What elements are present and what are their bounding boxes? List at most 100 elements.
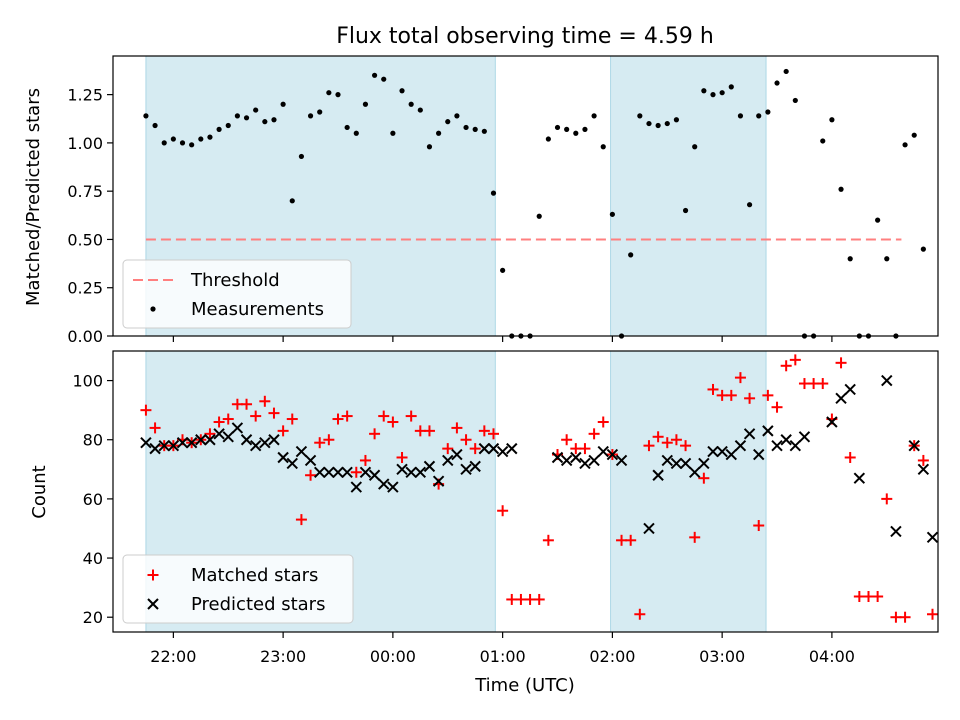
matched-stars-point [817, 378, 829, 390]
bottom-y-tick-label: 80 [83, 431, 103, 450]
marker-stroke [240, 434, 253, 446]
marker-stroke [798, 431, 811, 443]
marker-stroke [368, 469, 381, 481]
predicted-stars-point [423, 460, 436, 473]
marker-stroke [826, 416, 838, 428]
measurements-point [143, 113, 149, 119]
matched-stars-point [835, 357, 847, 369]
measurements-point [481, 128, 487, 134]
measurements-point [591, 113, 597, 119]
top-axes: 0.00 0.25 0.50 0.75 1.00 1.25 Threshold Measure… [67, 55, 939, 346]
marker-stroke [176, 436, 189, 449]
measurements-point [628, 252, 634, 258]
predicted-stars-point [332, 466, 344, 478]
predicted-stars-point [469, 460, 481, 473]
predicted-stars-point [707, 445, 719, 458]
x-tick-label: 22:00 [150, 647, 196, 666]
x-axis-label: Time (UTC) [474, 675, 575, 696]
predicted-stars-point [158, 439, 170, 452]
matched-stars-point [707, 383, 719, 395]
top-y-tick-label: 1.00 [67, 134, 103, 153]
marker-stroke [314, 466, 326, 478]
matched-stars-point [405, 410, 417, 422]
marker-stroke [359, 466, 372, 478]
marker-stroke [707, 445, 719, 458]
matched-stars-point [295, 514, 307, 526]
bottom-y-tick-label: 60 [83, 490, 103, 509]
top-y-tick-label: 0.75 [67, 182, 103, 201]
matched-stars-point [442, 443, 454, 455]
matched-stars-point [680, 440, 692, 452]
measurements-point [600, 144, 606, 150]
matched-stars-point [771, 401, 783, 413]
measurements-point [728, 84, 734, 90]
predicted-stars-point [926, 531, 939, 544]
predicted-stars-point [716, 445, 728, 458]
top-y-tick-label: 0.25 [67, 279, 103, 298]
marker-stroke [304, 454, 317, 467]
marker-stroke [204, 434, 216, 446]
marker-stroke [890, 525, 902, 538]
matched-stars-point [652, 431, 664, 443]
predicted-stars-point [496, 445, 509, 458]
predicted-stars-point [506, 442, 518, 455]
matched-stars-point [533, 593, 545, 605]
predicted-stars-point [222, 431, 234, 443]
marker-stroke [149, 442, 161, 455]
marker-stroke [661, 454, 673, 467]
predicted-stars-point [414, 466, 427, 478]
predicted-stars-point [908, 439, 920, 452]
legend-series-label: Predicted stars [191, 594, 325, 615]
measurements-point [426, 144, 433, 150]
predicted-stars-point [204, 434, 216, 446]
measurements-point [381, 76, 387, 82]
predicted-stars-point [588, 454, 600, 467]
measurements-point [646, 120, 652, 127]
predicted-stars-point [195, 434, 207, 446]
marker-stroke [734, 439, 747, 452]
predicted-stars-point [432, 475, 445, 487]
legend-measurements-swatch [150, 306, 156, 312]
measurements-point [655, 122, 661, 129]
marker-stroke [506, 442, 518, 455]
measurements-point [189, 142, 195, 148]
matched-stars-point [561, 434, 573, 446]
marker-stroke [853, 472, 866, 484]
predicted-stars-point [240, 434, 253, 446]
marker-stroke [341, 466, 353, 478]
measurements-point [701, 88, 707, 94]
measurements-point [454, 113, 460, 119]
measurements-point [170, 136, 176, 142]
measurements-point [911, 132, 917, 138]
marker-stroke [423, 460, 436, 473]
legend-threshold-label: Threshold [190, 270, 280, 291]
x-tick-label: 04:00 [809, 647, 855, 666]
marker-stroke [432, 475, 445, 487]
measurements-point [902, 142, 908, 148]
bottom-axes: 20 40 60 80 100 22:00 23:00 00:00 01:00 02:00 03:0… [72, 350, 939, 666]
predicted-stars-point [378, 478, 390, 490]
matched-stars-point [597, 416, 609, 428]
predicted-stars-point [917, 463, 930, 476]
measurements-point [737, 113, 744, 119]
marker-stroke [140, 436, 152, 449]
predicted-stars-point [268, 434, 280, 446]
matched-stars-point [423, 425, 435, 437]
marker-stroke [350, 481, 362, 493]
marker-stroke [615, 454, 628, 467]
predicted-stars-point [881, 374, 893, 387]
predicted-stars-point [743, 428, 756, 440]
marker-stroke [259, 436, 271, 449]
measurements-point [746, 202, 753, 208]
measurements-point [417, 107, 423, 113]
matched-stars-point [359, 454, 371, 466]
measurements-point [609, 211, 615, 217]
matched-stars-point [387, 416, 399, 428]
measurements-point [682, 207, 689, 214]
measurements-point [692, 144, 698, 150]
predicted-stars-point [286, 457, 298, 470]
bottom-legend: Matched stars Predicted stars [122, 554, 354, 624]
measurements-point [216, 126, 222, 132]
marker-stroke [478, 442, 491, 455]
predicted-stars-point [643, 522, 655, 535]
